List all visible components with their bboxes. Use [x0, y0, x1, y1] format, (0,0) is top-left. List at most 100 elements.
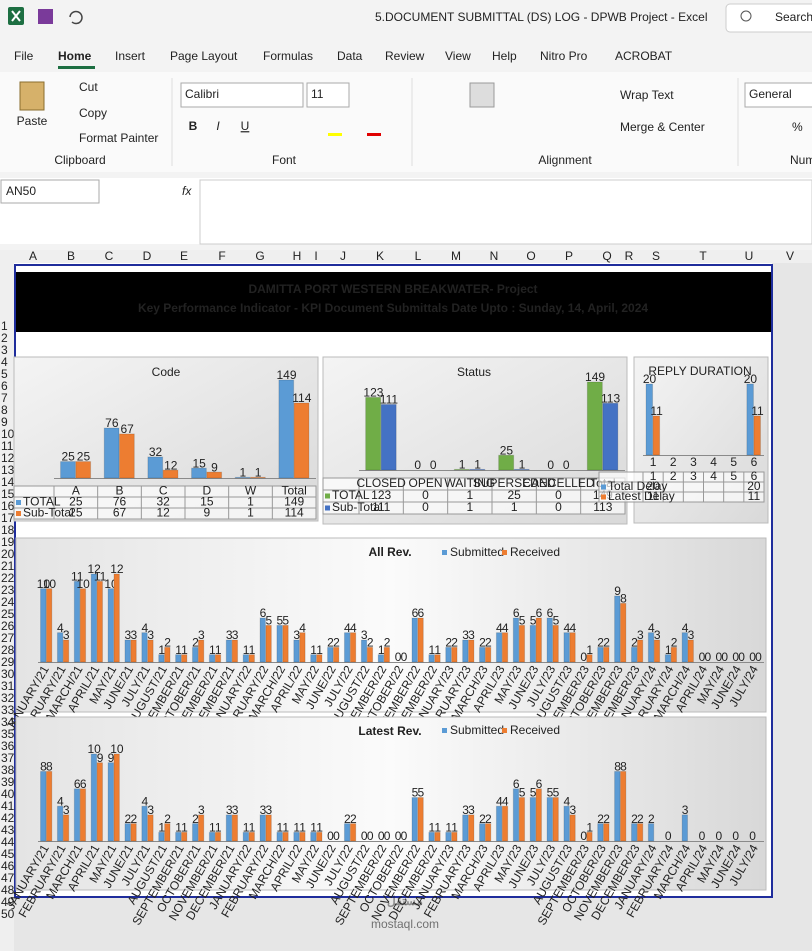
- menu-item[interactable]: Review: [385, 49, 425, 63]
- italic[interactable]: I: [216, 119, 220, 133]
- data-label: 4: [564, 794, 571, 808]
- bar: [113, 753, 120, 842]
- bold[interactable]: B: [189, 119, 198, 133]
- menu-item[interactable]: Formulas: [263, 49, 313, 63]
- cut[interactable]: Cut: [79, 80, 98, 94]
- bar: [343, 632, 351, 663]
- percent[interactable]: %: [792, 120, 803, 134]
- data-label: 1: [293, 820, 300, 834]
- table-value: 0: [422, 488, 429, 502]
- table-value: 25: [507, 488, 521, 502]
- data-label: 0: [333, 829, 340, 843]
- bar: [75, 461, 92, 479]
- table-header: 1: [650, 469, 657, 483]
- data-label: 114: [292, 391, 311, 405]
- watermark: مستقل: [387, 894, 423, 908]
- bar: [529, 624, 537, 663]
- menu-item[interactable]: Page Layout: [170, 49, 238, 63]
- paste[interactable]: Paste: [17, 114, 48, 128]
- row-header: 14: [1, 475, 15, 489]
- bar: [147, 639, 154, 663]
- category-label: 4: [710, 455, 717, 469]
- legend-swatch: [502, 728, 507, 733]
- bar: [191, 823, 199, 842]
- undo-icon[interactable]: [69, 10, 83, 25]
- number-format[interactable]: General: [749, 87, 792, 101]
- bar: [107, 762, 114, 842]
- data-label: 0: [401, 650, 408, 664]
- data-label: 2: [130, 812, 137, 826]
- align-bottom-button[interactable]: [469, 82, 495, 108]
- bar: [586, 654, 593, 663]
- bar: [60, 461, 76, 479]
- row-header: 4: [1, 355, 8, 369]
- size-box[interactable]: [306, 82, 350, 108]
- data-label: 5: [519, 786, 526, 800]
- data-label: 3: [468, 803, 475, 817]
- paste-icon[interactable]: [19, 81, 45, 111]
- bar: [636, 823, 644, 842]
- font-box[interactable]: [180, 82, 304, 108]
- fx[interactable]: fx: [182, 184, 192, 198]
- menu-item[interactable]: Insert: [115, 49, 146, 63]
- data-label: 2: [485, 636, 492, 650]
- data-label: 4: [564, 621, 571, 635]
- row-header: 43: [1, 823, 15, 837]
- formula-input[interactable]: [199, 179, 812, 245]
- row-header: 8: [1, 403, 8, 417]
- highlight-color[interactable]: [328, 133, 342, 136]
- data-label: 1: [277, 820, 284, 834]
- wrap-text[interactable]: Wrap Text: [620, 88, 674, 102]
- data-label: 3: [198, 628, 205, 642]
- row-header: 38: [1, 763, 15, 777]
- menu-item[interactable]: File: [14, 49, 34, 63]
- table-value: 1: [466, 488, 473, 502]
- save-icon[interactable]: [38, 9, 53, 24]
- menu-item[interactable]: Home: [58, 49, 92, 63]
- bar: [495, 632, 503, 663]
- bar: [636, 639, 644, 663]
- bar: [282, 624, 289, 663]
- bar: [278, 379, 295, 479]
- bar: [753, 415, 761, 456]
- data-label: 1: [459, 458, 466, 472]
- font-size[interactable]: 11: [311, 87, 324, 101]
- underline[interactable]: U: [241, 119, 250, 133]
- merge-center[interactable]: Merge & Center: [620, 120, 705, 134]
- bar: [602, 402, 619, 471]
- bar: [484, 823, 492, 842]
- table-value: 0: [555, 500, 562, 514]
- menu-item[interactable]: View: [445, 49, 471, 63]
- bar: [546, 617, 553, 663]
- table-header: D: [202, 484, 211, 498]
- font-color[interactable]: [367, 133, 381, 136]
- data-label: 0: [699, 650, 706, 664]
- menu-item[interactable]: Nitro Pro: [540, 49, 588, 63]
- table-value: 15: [200, 495, 214, 509]
- row-header: 37: [1, 751, 15, 765]
- format-painter[interactable]: Format Painter: [79, 131, 158, 145]
- column-header: N: [490, 249, 499, 263]
- menu-item[interactable]: ACROBAT: [615, 49, 673, 63]
- name-box[interactable]: [0, 179, 100, 204]
- series-label: TOTAL: [332, 488, 370, 502]
- column-header: O: [526, 249, 535, 263]
- search-text[interactable]: Search: [775, 10, 812, 24]
- bar: [445, 646, 452, 663]
- bar: [158, 831, 165, 842]
- row-header: 18: [1, 523, 15, 537]
- name-box-text[interactable]: AN50: [6, 184, 36, 198]
- row-header: 35: [1, 727, 15, 741]
- table-header: 5: [730, 469, 737, 483]
- legend-label: Submitted: [450, 545, 504, 559]
- data-label: 1: [434, 643, 441, 657]
- font-name[interactable]: Calibri: [185, 87, 219, 101]
- data-table: [322, 477, 626, 515]
- bar: [428, 831, 435, 842]
- bar: [265, 814, 272, 842]
- copy[interactable]: Copy: [79, 106, 107, 120]
- menu-item[interactable]: Data: [337, 49, 363, 63]
- menu-item[interactable]: Help: [492, 49, 517, 63]
- format-box[interactable]: [744, 82, 812, 108]
- data-label: 5: [282, 614, 289, 628]
